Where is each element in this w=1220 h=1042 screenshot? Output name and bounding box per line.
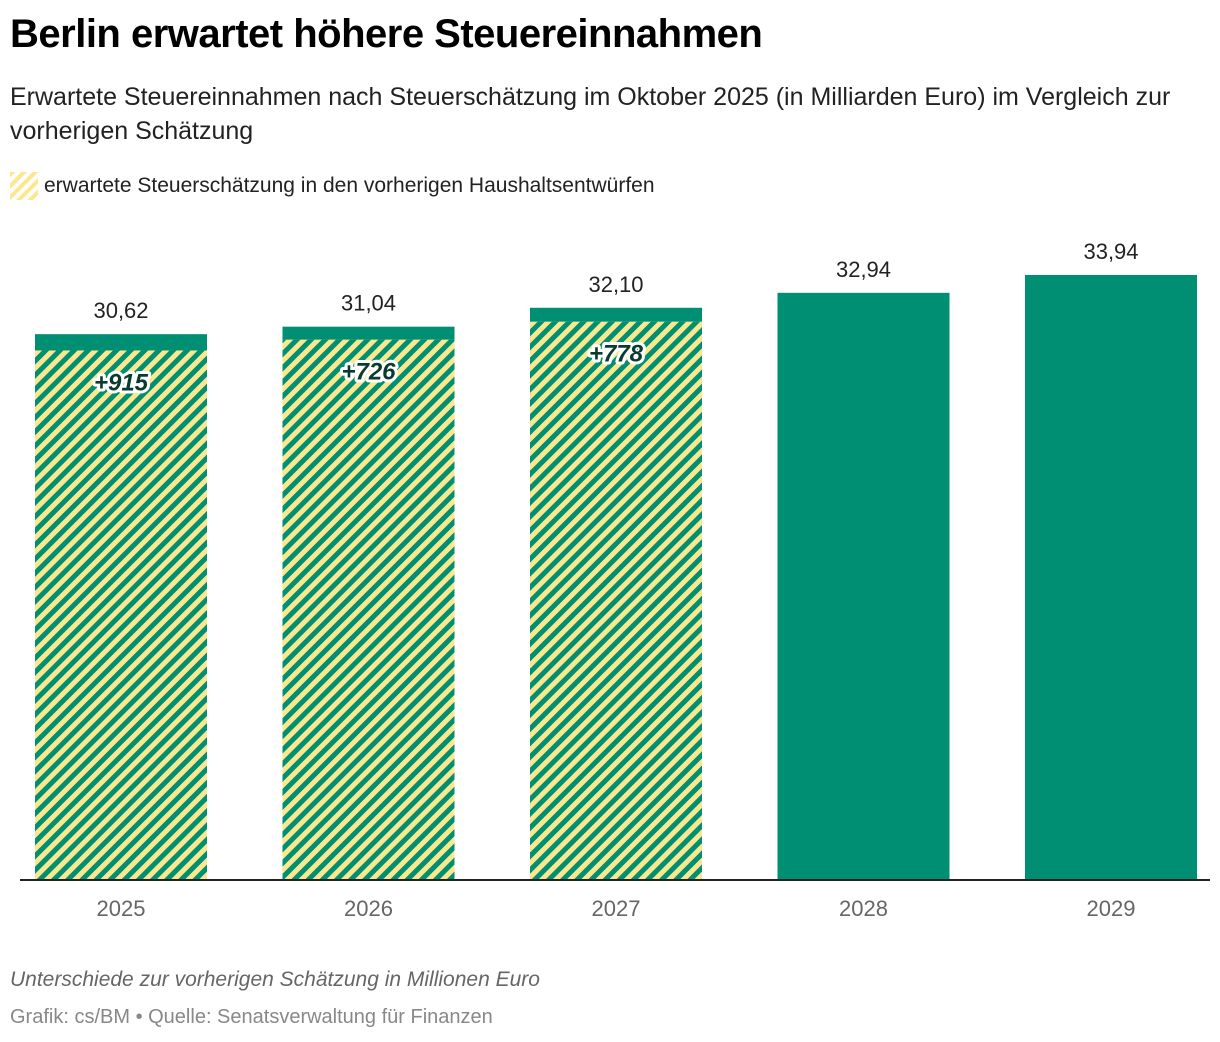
bar-chart: +915 30,62 2025 +726 31,04 2026 +778 32,10 2027 3… [20,239,1210,921]
x-tick-label-2027: 2027 [592,896,641,921]
value-label-2025: 30,62 [93,298,148,323]
bar-previous-estimate-2027 [530,321,702,880]
bar-difference-2026 [282,326,455,340]
value-label-2027: 32,10 [588,272,643,297]
bar-difference-2025 [35,334,207,351]
source-credit: Grafik: cs/BM • Quelle: Senatsverwaltung… [10,1006,493,1028]
value-label-2026: 31,04 [341,291,396,316]
legend: erwartete Steuerschätzung in den vorheri… [10,172,655,200]
value-label-2028: 32,94 [836,257,891,282]
x-tick-label-2029: 2029 [1087,896,1136,921]
chart-subtitle: Erwartete Steuereinnahmen nach Steuersch… [10,83,1171,145]
footnote: Unterschiede zur vorherigen Schätzung in… [10,968,540,991]
bar-difference-2027 [530,307,702,322]
legend-label: erwartete Steuerschätzung in den vorheri… [44,174,655,197]
x-tick-label-2028: 2028 [839,896,888,921]
bar-2029 [1025,274,1197,880]
value-label-2029: 33,94 [1083,239,1138,264]
bar-previous-estimate-2026 [282,339,455,880]
difference-label-2026: +726 [341,359,396,386]
bar-2028 [777,292,950,880]
legend-hatch-swatch [10,172,38,200]
chart-title: Berlin erwartet höhere Steuereinnahmen [10,12,763,56]
difference-label-2025: +915 [94,369,149,396]
bar-previous-estimate-2025 [35,350,207,880]
x-tick-label-2025: 2025 [97,896,146,921]
difference-label-2027: +778 [589,341,644,368]
x-tick-label-2026: 2026 [344,896,393,921]
